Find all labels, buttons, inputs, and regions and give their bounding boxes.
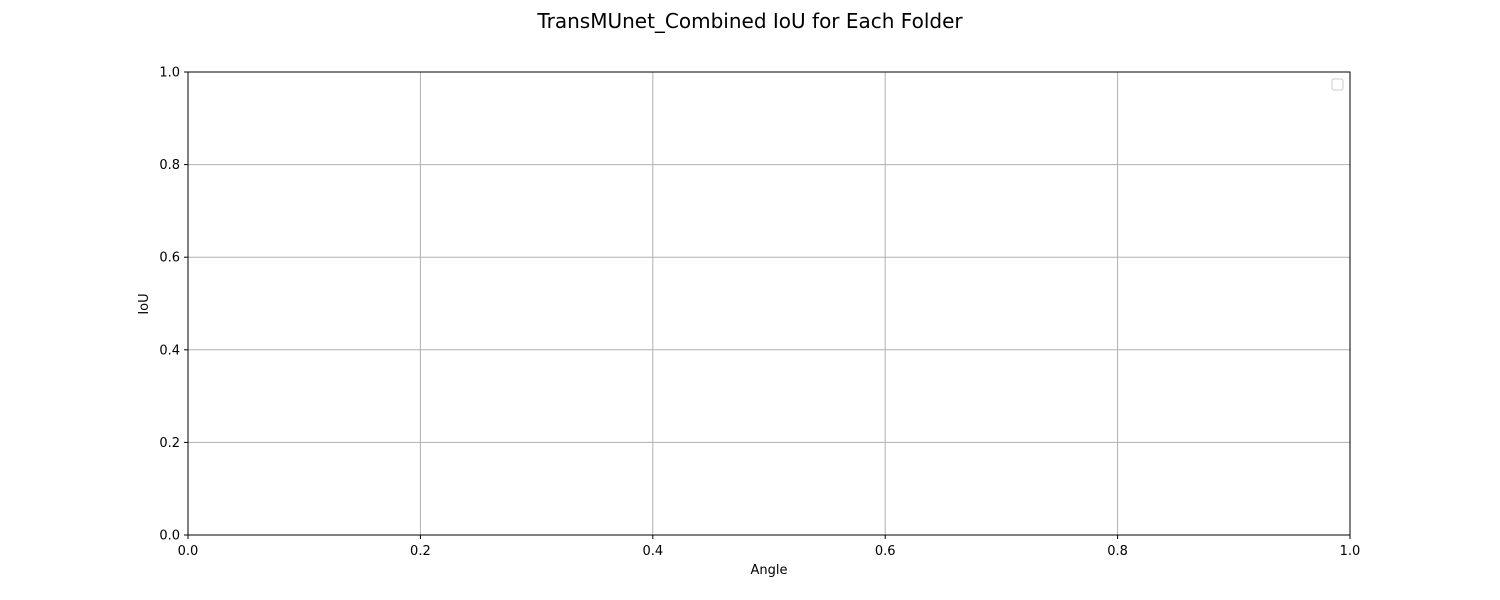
y-tick-label: 0.6 — [159, 251, 180, 266]
x-tick-label: 0.4 — [642, 544, 663, 559]
x-axis-label: Angle — [751, 563, 788, 578]
y-tick-label: 0.4 — [159, 343, 180, 358]
x-tick-label: 1.0 — [1340, 544, 1361, 559]
y-tick-label: 0.8 — [159, 158, 180, 173]
chart-title: TransMUnet_Combined IoU for Each Folder — [536, 9, 963, 33]
legend — [1331, 78, 1344, 91]
x-tick-label: 0.2 — [410, 544, 431, 559]
y-tick-label: 1.0 — [159, 66, 180, 81]
y-axis: 0.0 0.2 0.4 0.6 0.8 1.0 — [159, 66, 188, 544]
x-tick-label: 0.6 — [875, 544, 896, 559]
legend-box — [1331, 78, 1344, 91]
y-axis-label: IoU — [137, 293, 152, 314]
plot-frame — [187, 71, 1351, 536]
y-tick-label: 0.2 — [159, 436, 180, 451]
x-tick-label: 0.8 — [1107, 544, 1128, 559]
x-tick-label: 0.0 — [178, 544, 199, 559]
y-tick-label: 0.0 — [159, 529, 180, 544]
x-axis: 0.0 0.2 0.4 0.6 0.8 1.0 — [178, 535, 1361, 559]
